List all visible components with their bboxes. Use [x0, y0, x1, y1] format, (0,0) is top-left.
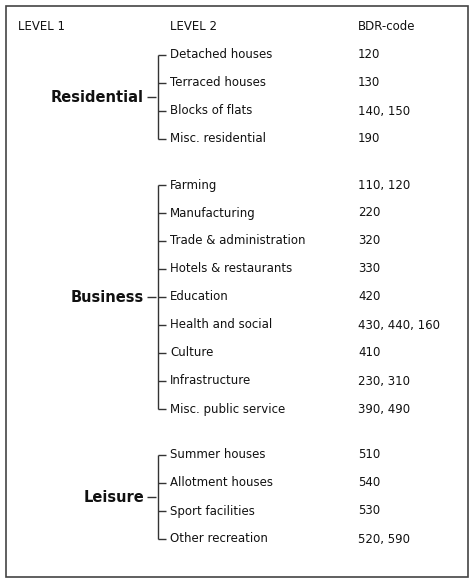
Text: Misc. residential: Misc. residential [170, 132, 266, 146]
Text: Sport facilities: Sport facilities [170, 504, 255, 518]
Text: 410: 410 [358, 346, 380, 360]
Text: Misc. public service: Misc. public service [170, 402, 285, 416]
Text: 190: 190 [358, 132, 380, 146]
Text: LEVEL 2: LEVEL 2 [170, 20, 217, 33]
Text: 120: 120 [358, 48, 380, 61]
Text: Infrastructure: Infrastructure [170, 374, 251, 388]
Text: Business: Business [71, 290, 144, 304]
Text: 390, 490: 390, 490 [358, 402, 410, 416]
Text: 130: 130 [358, 76, 380, 90]
Text: Health and social: Health and social [170, 318, 272, 332]
Text: Leisure: Leisure [83, 490, 144, 504]
Text: BDR-code: BDR-code [358, 20, 416, 33]
Text: 510: 510 [358, 448, 380, 462]
Text: Other recreation: Other recreation [170, 532, 268, 546]
Text: 140, 150: 140, 150 [358, 104, 410, 118]
Text: 420: 420 [358, 290, 380, 304]
Text: Detached houses: Detached houses [170, 48, 273, 61]
Text: 220: 220 [358, 206, 380, 220]
Text: 320: 320 [358, 234, 380, 248]
Text: Culture: Culture [170, 346, 213, 360]
Text: 230, 310: 230, 310 [358, 374, 410, 388]
Text: 110, 120: 110, 120 [358, 178, 410, 191]
Text: Summer houses: Summer houses [170, 448, 265, 462]
Text: Farming: Farming [170, 178, 218, 191]
Text: Residential: Residential [51, 90, 144, 104]
Text: 540: 540 [358, 476, 380, 490]
Text: Education: Education [170, 290, 229, 304]
Text: Trade & administration: Trade & administration [170, 234, 306, 248]
Text: 430, 440, 160: 430, 440, 160 [358, 318, 440, 332]
Text: Manufacturing: Manufacturing [170, 206, 256, 220]
Text: Hotels & restaurants: Hotels & restaurants [170, 262, 292, 276]
Text: Blocks of flats: Blocks of flats [170, 104, 252, 118]
Text: 330: 330 [358, 262, 380, 276]
Text: Allotment houses: Allotment houses [170, 476, 273, 490]
Text: Terraced houses: Terraced houses [170, 76, 266, 90]
Text: 530: 530 [358, 504, 380, 518]
Text: 520, 590: 520, 590 [358, 532, 410, 546]
Text: LEVEL 1: LEVEL 1 [18, 20, 65, 33]
